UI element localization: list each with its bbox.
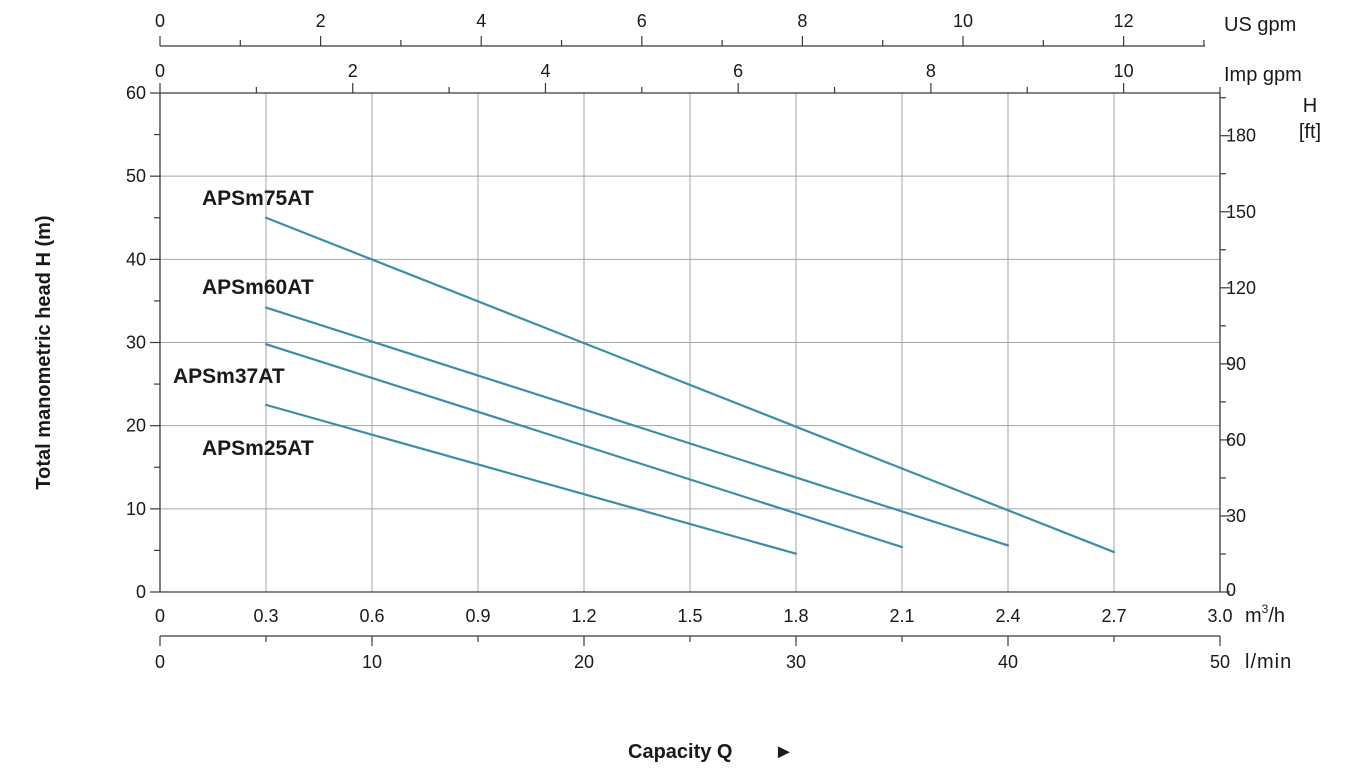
usgpm-tick-label: 12 (1114, 11, 1134, 31)
usgpm-tick-label: 2 (316, 11, 326, 31)
series-label-apsm37at: APSm37AT (173, 365, 285, 388)
ft-unit-label-bracket: [ft] (1299, 121, 1321, 143)
impgpm-unit-label: Imp gpm (1224, 64, 1302, 86)
impgpm-tick-label: 2 (348, 61, 358, 81)
y-tick-label: 40 (126, 249, 146, 269)
y-axis-title: Total manometric head H (m) (33, 215, 55, 489)
y-tick-label: 60 (126, 83, 146, 103)
series-label-apsm25at: APSm25AT (202, 437, 314, 460)
x-tick-label: 2.1 (889, 606, 914, 626)
x-axis-arrow: ► (774, 741, 794, 763)
x-tick-label: 0.3 (253, 606, 278, 626)
lmin-tick-label: 20 (574, 652, 594, 672)
impgpm-tick-label: 4 (540, 61, 550, 81)
usgpm-tick-label: 6 (637, 11, 647, 31)
lmin-tick-label: 10 (362, 652, 382, 672)
series-line-apsm75at (264, 216, 1116, 554)
x-tick-label: 3.0 (1207, 606, 1232, 626)
right-y-tick-label: 30 (1226, 506, 1246, 526)
series-line-apsm25at (264, 403, 798, 555)
lmin-tick-label: 40 (998, 652, 1018, 672)
ft-unit-label: H (1303, 95, 1317, 117)
right-y-tick-label: 0 (1226, 580, 1236, 600)
x-tick-label: 0 (155, 606, 165, 626)
grid (160, 93, 1220, 592)
y-tick-label: 50 (126, 166, 146, 186)
x-tick-label: 2.4 (995, 606, 1020, 626)
right-y-tick-label: 150 (1226, 202, 1256, 222)
impgpm-tick-label: 8 (926, 61, 936, 81)
series-label-apsm75at: APSm75AT (202, 187, 314, 210)
usgpm-unit-label: US gpm (1224, 14, 1296, 36)
y-tick-label: 20 (126, 416, 146, 436)
x-tick-label: 0.6 (359, 606, 384, 626)
lmin-tick-label: 0 (155, 652, 165, 672)
x-tick-label: 1.2 (571, 606, 596, 626)
x-tick-label: 2.7 (1101, 606, 1126, 626)
lmin-tick-label: 30 (786, 652, 806, 672)
x-axis-title: Capacity Q (628, 741, 732, 763)
impgpm-tick-label: 6 (733, 61, 743, 81)
y-tick-label: 10 (126, 499, 146, 519)
x-unit-label: m3/h (1245, 602, 1285, 627)
right-y-tick-label: 120 (1226, 278, 1256, 298)
series-line-apsm60at (264, 306, 1010, 547)
series-lines (264, 216, 1116, 555)
y-tick-label: 0 (136, 582, 146, 602)
impgpm-tick-label: 10 (1114, 61, 1134, 81)
right-y-tick-label: 60 (1226, 430, 1246, 450)
usgpm-tick-label: 10 (953, 11, 973, 31)
usgpm-tick-label: 4 (476, 11, 486, 31)
axes (150, 36, 1230, 646)
x-tick-label: 0.9 (465, 606, 490, 626)
x-tick-label: 1.5 (677, 606, 702, 626)
x-tick-label: 1.8 (783, 606, 808, 626)
series-label-apsm60at: APSm60AT (202, 276, 314, 299)
usgpm-tick-label: 8 (797, 11, 807, 31)
lmin-tick-label: 50 (1210, 652, 1230, 672)
usgpm-tick-label: 0 (155, 11, 165, 31)
impgpm-tick-label: 0 (155, 61, 165, 81)
series-line-apsm37at (264, 343, 904, 549)
right-y-tick-label: 90 (1226, 354, 1246, 374)
right-y-tick-label: 180 (1226, 126, 1256, 146)
lmin-unit-label: l/min (1245, 651, 1292, 673)
y-tick-label: 30 (126, 333, 146, 353)
